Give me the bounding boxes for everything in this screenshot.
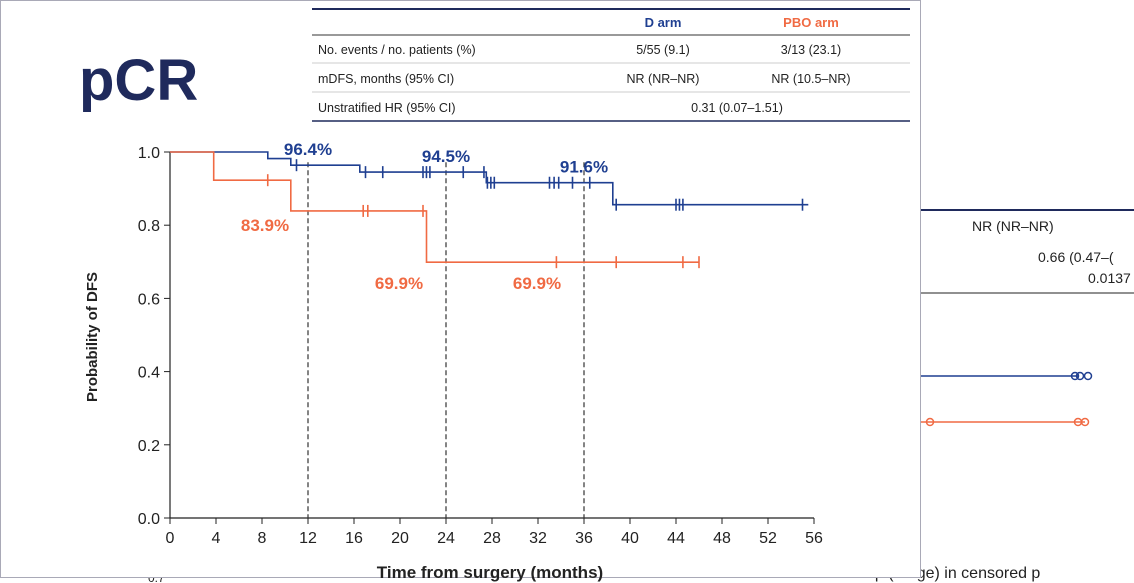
bg-d-censor-1	[1070, 371, 1080, 381]
y-tick-label: 0.8	[138, 218, 160, 235]
y-tick-label: 1.0	[138, 145, 160, 162]
y-axis-label: Probability of DFS	[84, 272, 101, 402]
axes: 0 4 8 12 16 20 24 28 32 36 40 44 48 52 560.00.20.40.60…	[138, 145, 823, 547]
x-tick-label: 4	[212, 530, 221, 547]
series-line-pbo-arm	[170, 151, 699, 263]
x-tick-label: 12	[299, 530, 317, 547]
table-header-pbo-arm: PBO arm	[783, 15, 839, 30]
bg-d-censor-2	[1075, 371, 1085, 381]
y-tick-label: 0.2	[138, 438, 160, 455]
summary-table: D arm PBO arm No. events / no. patients …	[312, 8, 910, 122]
x-tick-label: 0	[166, 530, 175, 547]
table-row-label-hr: Unstratified HR (95% CI)	[318, 101, 456, 115]
table-cell-events-d: 5/55 (9.1)	[636, 43, 690, 57]
x-tick-label: 52	[759, 530, 777, 547]
table-header-d-arm: D arm	[645, 15, 682, 30]
annotation-label: 94.5%	[422, 147, 470, 166]
x-tick-label: 28	[483, 530, 501, 547]
y-tick-label: 0.0	[138, 511, 160, 528]
bg-d-censor-3	[1083, 371, 1093, 381]
table-cell-events-pbo: 3/13 (23.1)	[781, 43, 841, 57]
series-line-d-arm	[170, 151, 809, 206]
x-tick-label: 56	[805, 530, 823, 547]
reference-lines	[307, 162, 585, 518]
page-title: pCR	[79, 48, 199, 113]
x-tick-label: 16	[345, 530, 363, 547]
x-tick-label: 44	[667, 530, 685, 547]
table-cell-mdfs-d: NR (NR–NR)	[627, 72, 700, 86]
x-tick-label: 20	[391, 530, 409, 547]
x-tick-label: 8	[258, 530, 267, 547]
km-plot: 0 4 8 12 16 20 24 28 32 36 40 44 48 52 560.00.20.40.60…	[84, 140, 823, 582]
annotation-label: 91.6%	[560, 158, 608, 177]
table-row-label-mdfs: mDFS, months (95% CI)	[318, 72, 454, 86]
bg-pbo-censor-3	[1080, 417, 1090, 427]
survival-curves	[170, 151, 809, 269]
x-tick-label: 24	[437, 530, 455, 547]
annotation-label: 83.9%	[241, 216, 289, 235]
bg-pbo-censor-1	[925, 417, 935, 427]
table-cell-hr: 0.31 (0.07–1.51)	[691, 101, 783, 115]
chart-panel	[0, 0, 921, 578]
bg-value-1: NR (NR–NR)	[972, 218, 1054, 234]
annotation-label: 69.9%	[513, 274, 561, 293]
x-tick-label: 32	[529, 530, 547, 547]
bg-value-2: 0.66 (0.47–(	[1038, 249, 1114, 265]
annotation-label: 96.4%	[284, 140, 332, 159]
x-tick-label: 40	[621, 530, 639, 547]
x-tick-label: 36	[575, 530, 593, 547]
y-tick-label: 0.6	[138, 291, 160, 308]
y-tick-label: 0.4	[138, 365, 160, 382]
x-tick-label: 48	[713, 530, 731, 547]
bg-value-3: 0.0137	[1088, 270, 1131, 286]
annotation-label: 69.9%	[375, 274, 423, 293]
table-row-label-events: No. events / no. patients (%)	[318, 43, 476, 57]
x-axis-label: Time from surgery (months)	[377, 563, 603, 582]
table-cell-mdfs-pbo: NR (10.5–NR)	[771, 72, 850, 86]
annotations: 96.4% 94.5% 91.6% 83.9% 69.9% 69.9%	[241, 140, 608, 293]
